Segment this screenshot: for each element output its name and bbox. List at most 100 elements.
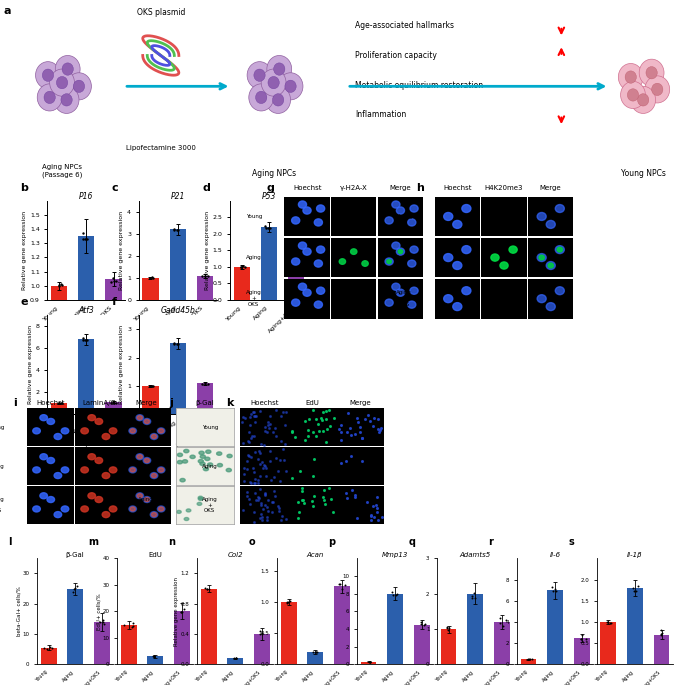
Point xyxy=(72,580,83,591)
Point xyxy=(246,430,257,441)
Circle shape xyxy=(109,506,117,512)
Point xyxy=(200,378,211,389)
Point xyxy=(246,408,257,419)
Point xyxy=(632,580,643,591)
Point xyxy=(241,456,252,466)
Y-axis label: Aging
+
OKS: Aging + OKS xyxy=(0,497,4,514)
Point xyxy=(68,587,79,598)
Point xyxy=(364,656,375,667)
Point xyxy=(266,475,277,486)
Point xyxy=(173,339,183,350)
Point xyxy=(299,416,310,427)
Point xyxy=(418,619,429,630)
Text: Hoechst: Hoechst xyxy=(250,401,278,406)
Point xyxy=(39,643,50,653)
Point xyxy=(299,435,310,446)
Point xyxy=(257,462,268,473)
Point xyxy=(145,381,156,392)
Circle shape xyxy=(183,449,189,453)
Circle shape xyxy=(314,260,322,267)
Text: p: p xyxy=(328,537,335,547)
Bar xyxy=(67,588,83,664)
Point xyxy=(308,471,319,482)
Circle shape xyxy=(47,458,55,464)
Point xyxy=(199,270,210,281)
Point xyxy=(602,617,613,628)
Circle shape xyxy=(40,493,47,499)
Bar xyxy=(280,602,297,664)
Circle shape xyxy=(462,205,471,212)
Point xyxy=(580,634,591,645)
Circle shape xyxy=(303,289,311,297)
Circle shape xyxy=(129,428,137,434)
Bar xyxy=(169,343,186,414)
Point xyxy=(318,485,329,496)
Point xyxy=(249,516,260,527)
Point xyxy=(148,651,158,662)
Point xyxy=(244,476,255,487)
Text: Inflammation: Inflammation xyxy=(355,110,407,119)
Point xyxy=(78,335,89,346)
Circle shape xyxy=(158,507,164,511)
Circle shape xyxy=(537,253,546,262)
Circle shape xyxy=(109,467,117,473)
Point xyxy=(336,434,347,445)
Point xyxy=(253,495,263,506)
Point xyxy=(655,625,666,636)
Circle shape xyxy=(144,458,150,462)
Point xyxy=(466,593,477,603)
Point xyxy=(248,477,259,488)
Point xyxy=(244,420,255,431)
Bar xyxy=(200,588,217,664)
Title: EdU: EdU xyxy=(148,552,162,558)
Y-axis label: Young: Young xyxy=(396,214,412,219)
Bar xyxy=(653,635,670,664)
Circle shape xyxy=(292,299,300,306)
Point xyxy=(250,477,261,488)
Point xyxy=(261,512,272,523)
Title: Mmp13: Mmp13 xyxy=(382,552,408,558)
Point xyxy=(256,499,267,510)
Title: β-Gal: β-Gal xyxy=(66,552,85,558)
Title: Col2: Col2 xyxy=(227,552,243,558)
Circle shape xyxy=(408,219,416,226)
Point xyxy=(345,451,356,462)
Point xyxy=(204,584,215,595)
Y-axis label: Young: Young xyxy=(0,425,5,429)
Circle shape xyxy=(150,473,158,479)
Circle shape xyxy=(453,221,462,228)
Point xyxy=(308,404,319,415)
Point xyxy=(47,643,58,653)
Point xyxy=(527,653,538,664)
Point xyxy=(280,438,290,449)
Circle shape xyxy=(396,289,405,297)
Point xyxy=(255,459,265,470)
Point xyxy=(260,471,271,482)
Circle shape xyxy=(204,457,210,460)
Text: d: d xyxy=(203,183,211,192)
Point xyxy=(495,618,506,629)
Circle shape xyxy=(61,467,69,473)
Point xyxy=(442,623,453,634)
Circle shape xyxy=(49,69,74,96)
Point xyxy=(251,494,262,505)
Point xyxy=(260,490,271,501)
Text: β-Gal: β-Gal xyxy=(196,401,214,406)
Point xyxy=(248,466,259,477)
Point xyxy=(265,456,276,466)
Point xyxy=(262,495,273,506)
Point xyxy=(241,463,252,474)
Point xyxy=(307,495,318,506)
Title: Il-1β: Il-1β xyxy=(627,552,642,558)
Circle shape xyxy=(37,84,62,111)
Point xyxy=(270,405,281,416)
Point xyxy=(269,490,280,501)
Point xyxy=(243,436,254,447)
Point xyxy=(108,273,118,284)
Point xyxy=(246,433,257,444)
Text: q: q xyxy=(408,537,415,547)
Point xyxy=(261,223,271,234)
Point xyxy=(366,510,376,521)
Circle shape xyxy=(292,217,300,224)
Circle shape xyxy=(47,497,55,503)
